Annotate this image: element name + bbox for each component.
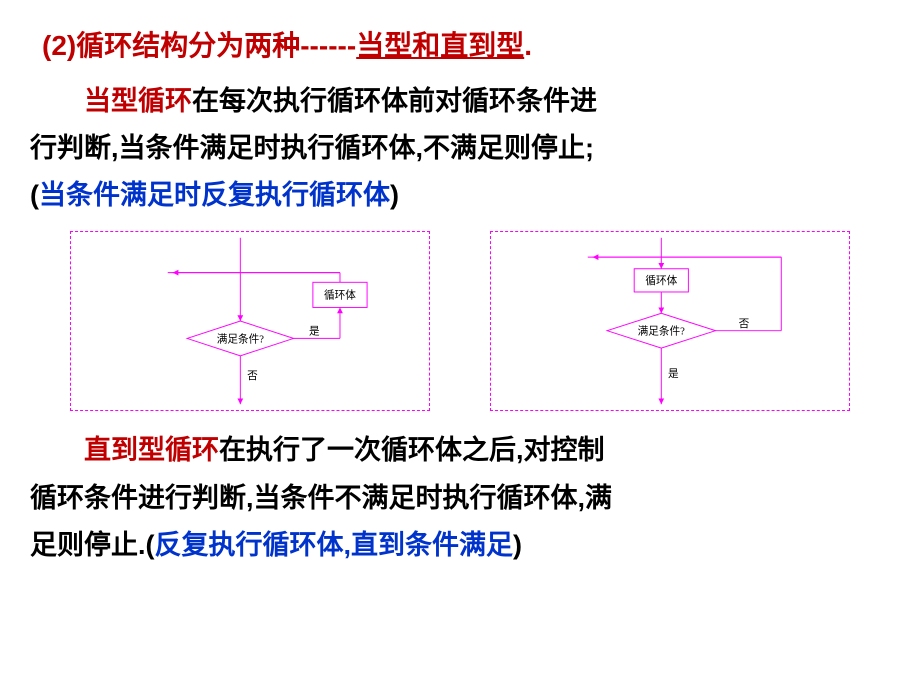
while-no-label: 否 [247, 370, 258, 382]
while-body-label: 循环体 [324, 289, 356, 302]
until-line3b: ) [513, 530, 522, 560]
while-line2: 行判断,当条件满足时执行循环体,不满足则停止; [30, 133, 594, 163]
while-cond-label: 满足条件? [217, 333, 264, 346]
paragraph-until-line3: 足则停止.(反复执行循环体,直到条件满足) [30, 526, 890, 565]
until-no-label: 否 [739, 318, 750, 330]
until-lead: 直到型循环 [84, 435, 219, 465]
paragraph-until-line2: 循环条件进行判断,当条件不满足时执行循环体,满 [30, 479, 890, 518]
while-line3-close: ) [390, 180, 399, 210]
until-line2: 循环条件进行判断,当条件不满足时执行循环体,满 [30, 483, 612, 513]
paragraph-while: 当型循环在每次执行循环体前对循环条件进 [30, 82, 890, 121]
until-body-label: 循环体 [645, 275, 677, 288]
section-title: (2)循环结构分为两种------当型和直到型. [30, 24, 890, 64]
diagram-row: 满足条件? 是 循环体 否 [30, 223, 890, 421]
until-yes-label: 是 [668, 369, 679, 381]
while-lead: 当型循环 [84, 86, 192, 116]
paragraph-while-line2: 行判断,当条件满足时执行循环体,不满足则停止; [30, 129, 890, 168]
while-line3-open: ( [30, 180, 39, 210]
while-yes-label: 是 [309, 326, 320, 338]
while-line3-blue: 当条件满足时反复执行循环体 [39, 180, 390, 210]
title-prefix: (2) [42, 30, 76, 61]
while-flow-svg: 满足条件? 是 循环体 否 [71, 232, 429, 410]
until-line3-blue: 反复执行循环体,直到条件满足 [155, 530, 514, 560]
while-line1: 在每次执行循环体前对循环条件进 [192, 86, 597, 116]
until-flowchart: 循环体 满足条件? 否 是 [490, 231, 850, 411]
title-body: 循环结构分为两种------ [76, 30, 356, 61]
paragraph-while-line3: (当条件满足时反复执行循环体) [30, 176, 890, 215]
until-flow-svg: 循环体 满足条件? 否 是 [491, 232, 849, 410]
while-flowchart: 满足条件? 是 循环体 否 [70, 231, 430, 411]
title-suffix: . [524, 30, 532, 61]
paragraph-until: 直到型循环在执行了一次循环体之后,对控制 [30, 431, 890, 470]
until-line1: 在执行了一次循环体之后,对控制 [219, 435, 605, 465]
until-line3a: 足则停止.( [30, 530, 155, 560]
title-underlined: 当型和直到型 [356, 30, 524, 61]
until-cond-label: 满足条件? [638, 325, 685, 338]
